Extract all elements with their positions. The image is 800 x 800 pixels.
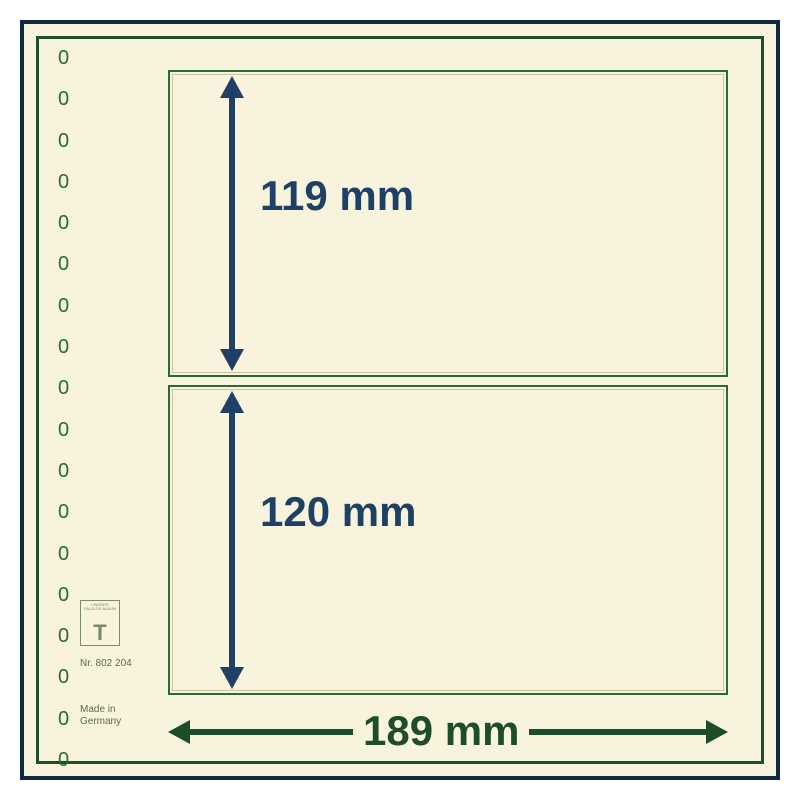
width-dimension-arrow bbox=[0, 0, 800, 800]
brand-logo: LINDNER FALZLOS ALBUM T bbox=[80, 600, 120, 646]
article-number-label: Nr. 802 204 bbox=[80, 658, 132, 669]
width-dimension-label: 189 mm bbox=[353, 707, 529, 755]
country-label: Germany bbox=[80, 716, 121, 727]
logo-letter: T bbox=[82, 623, 118, 643]
logo-text: LINDNER FALZLOS ALBUM bbox=[82, 603, 118, 612]
made-in-label: Made in bbox=[80, 704, 116, 715]
